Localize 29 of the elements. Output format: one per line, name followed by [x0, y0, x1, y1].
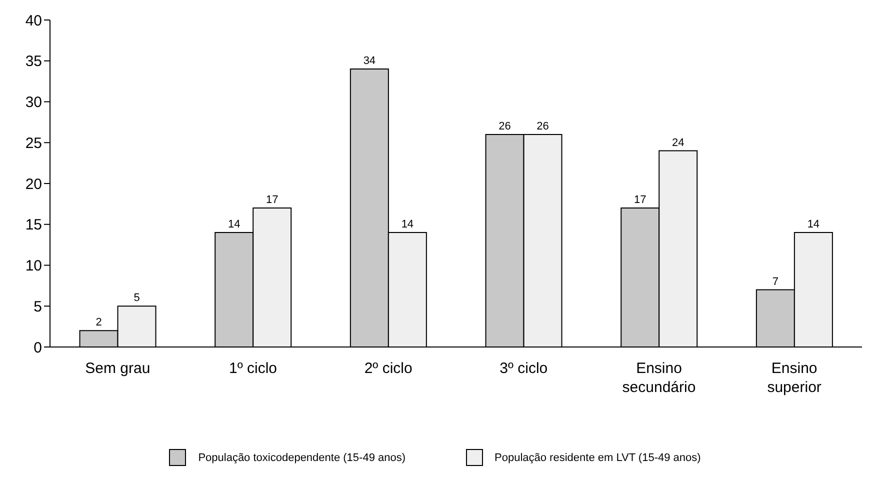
- data-label: 2: [96, 316, 102, 329]
- data-label: 14: [401, 218, 414, 231]
- x-tick-label: Ensino secundário: [622, 360, 696, 396]
- x-tick-label: Ensino superior: [767, 360, 822, 396]
- legend-label: População toxicodependente (15-49 anos): [198, 452, 406, 464]
- y-tick-label: 0: [34, 339, 42, 356]
- legend-label: População residente em LVT (15-49 anos): [494, 452, 701, 464]
- y-tick-label: 10: [25, 258, 42, 275]
- data-label: 24: [672, 136, 684, 149]
- data-label: 26: [536, 120, 549, 132]
- data-label: 14: [807, 218, 820, 231]
- data-label: 7: [772, 276, 779, 288]
- data-label: 26: [498, 120, 511, 132]
- x-tick-label: 3º ciclo: [500, 360, 548, 377]
- y-tick-label: 35: [25, 53, 42, 70]
- data-label: 5: [134, 292, 140, 304]
- y-tick-label: 30: [25, 94, 42, 112]
- data-label: 34: [363, 55, 376, 68]
- x-tick-label: 1º ciclo: [229, 360, 277, 377]
- y-tick-label: 40: [25, 12, 42, 30]
- data-label: 17: [634, 194, 646, 206]
- y-tick-label: 5: [34, 298, 42, 316]
- y-tick-label: 25: [25, 134, 42, 152]
- y-tick-label: 15: [25, 216, 42, 234]
- x-tick-label: Sem grau: [85, 360, 150, 377]
- x-tick-label: 2º ciclo: [364, 360, 412, 377]
- data-label: 14: [228, 218, 240, 231]
- y-tick-label: 20: [25, 176, 42, 193]
- data-label: 17: [266, 194, 278, 206]
